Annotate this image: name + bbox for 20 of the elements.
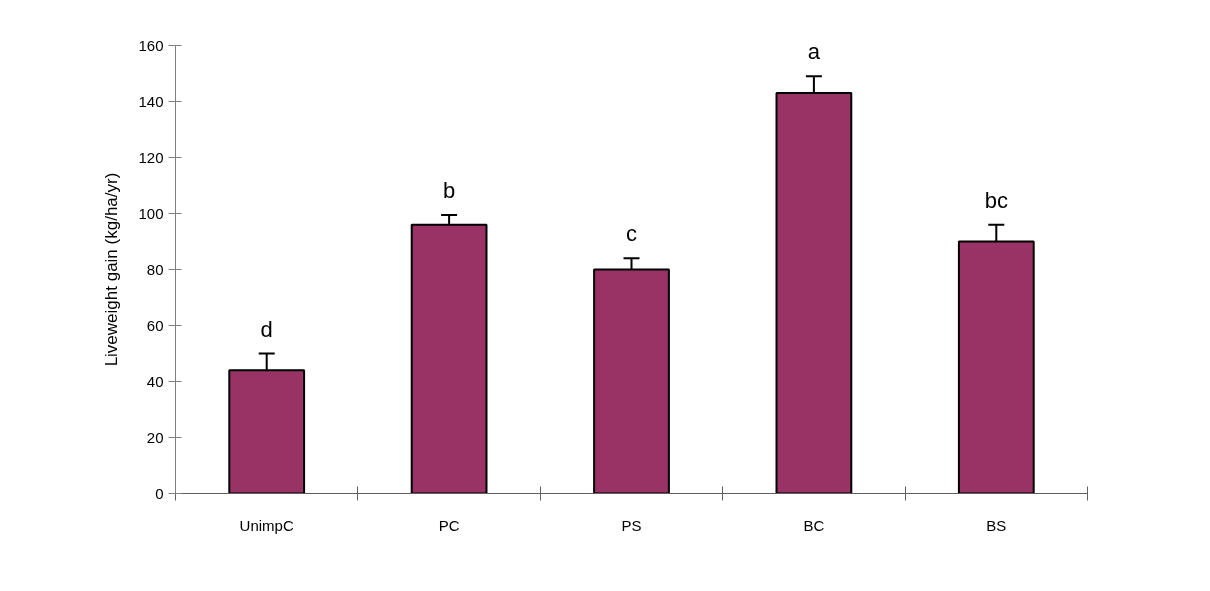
x-tick-label: PC	[438, 516, 460, 534]
y-tick-label: 80	[146, 260, 164, 278]
y-tick-label: 20	[146, 428, 164, 446]
y-axis-title: Liveweight gain (kg/ha/yr)	[102, 172, 122, 367]
x-tick-label: UnimpC	[239, 516, 294, 534]
y-tick-label: 40	[146, 372, 164, 390]
annotation: d	[260, 316, 273, 342]
y-tick-label: 100	[138, 204, 164, 222]
y-tick-label: 160	[138, 36, 164, 54]
x-tick-label: PS	[621, 516, 642, 534]
annotation: b	[442, 177, 456, 203]
y-tick-label: 60	[146, 316, 164, 334]
x-tick-label: BC	[803, 516, 825, 534]
y-tick-label: 120	[138, 148, 164, 166]
annotation: c	[626, 221, 637, 247]
y-tick-label: 0	[155, 484, 164, 502]
x-tick-label: BS	[986, 516, 1007, 534]
annotation: bc	[984, 187, 1008, 213]
y-tick-label: 140	[138, 92, 164, 110]
annotation: a	[807, 39, 821, 65]
